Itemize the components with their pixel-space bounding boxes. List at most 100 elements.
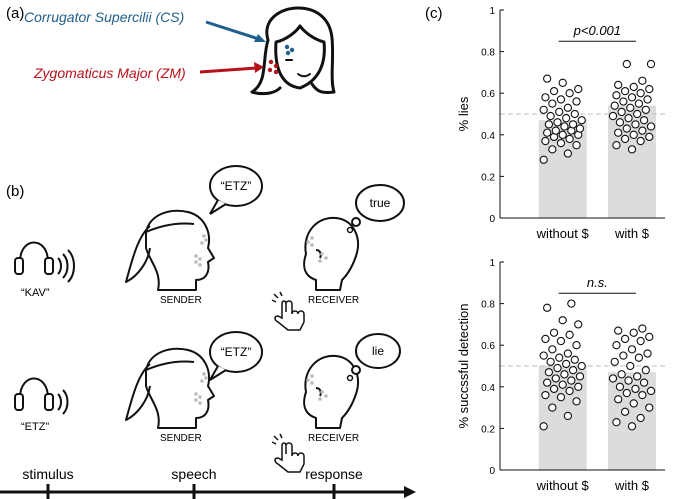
data-point bbox=[627, 422, 637, 431]
data-point bbox=[639, 378, 649, 387]
data-point bbox=[629, 399, 638, 408]
data-point bbox=[544, 120, 554, 129]
data-point bbox=[549, 86, 559, 96]
data-point bbox=[572, 397, 581, 406]
speech-bubble-text-1: “ETZ” bbox=[221, 179, 252, 193]
data-point bbox=[563, 411, 573, 421]
data-point bbox=[622, 59, 631, 69]
data-point bbox=[639, 116, 649, 125]
data-point bbox=[539, 422, 548, 431]
data-point bbox=[645, 84, 654, 94]
data-point bbox=[614, 395, 623, 404]
data-point bbox=[619, 351, 628, 360]
data-point bbox=[634, 353, 644, 362]
x-tick-label: without $ bbox=[536, 478, 590, 493]
thought-bubble-text-1: true bbox=[370, 196, 391, 210]
receiver-head-icon bbox=[303, 216, 359, 291]
receiver-electrodes bbox=[306, 374, 328, 401]
data-point bbox=[627, 145, 637, 154]
data-point bbox=[610, 101, 619, 110]
data-point bbox=[555, 353, 564, 362]
data-point bbox=[574, 84, 583, 94]
sender-label-1: SENDER bbox=[160, 295, 202, 306]
data-point bbox=[558, 78, 567, 87]
data-point bbox=[574, 382, 583, 391]
y-tick-label: 0.4 bbox=[481, 131, 495, 142]
data-point bbox=[539, 105, 548, 114]
data-point bbox=[622, 388, 631, 398]
speech-bubble-1 bbox=[209, 165, 263, 215]
data-point bbox=[615, 382, 625, 391]
data-point bbox=[556, 138, 566, 148]
data-point bbox=[546, 111, 555, 121]
stimulus-word-2: “ETZ” bbox=[21, 421, 49, 433]
data-point bbox=[539, 155, 548, 164]
data-point bbox=[572, 341, 581, 350]
data-point bbox=[555, 107, 564, 117]
data-point bbox=[646, 122, 656, 131]
data-point bbox=[617, 107, 626, 117]
data-point bbox=[548, 403, 557, 412]
data-point bbox=[645, 132, 654, 142]
data-point bbox=[563, 149, 573, 158]
headphones-icon bbox=[14, 241, 75, 283]
data-point bbox=[636, 336, 645, 346]
x-tick-label: with $ bbox=[614, 226, 650, 241]
data-point bbox=[638, 390, 647, 400]
y-tick-label: 0.8 bbox=[481, 48, 495, 59]
data-point bbox=[646, 386, 656, 396]
data-point bbox=[626, 361, 635, 371]
cs-electrode-dots bbox=[284, 44, 295, 56]
data-point bbox=[610, 357, 619, 366]
data-point bbox=[645, 332, 654, 342]
data-point bbox=[614, 326, 623, 335]
data-point bbox=[633, 109, 642, 119]
data-point bbox=[617, 370, 626, 379]
data-point bbox=[575, 372, 585, 381]
y-axis-label: % lies bbox=[456, 96, 471, 131]
data-point bbox=[620, 407, 630, 416]
data-point bbox=[629, 328, 638, 337]
stimulus-word-1: “KAV” bbox=[21, 287, 50, 299]
zm-muscle-label: Zygomaticus Major (ZM) bbox=[33, 65, 186, 81]
y-tick-label: 0.8 bbox=[481, 300, 495, 311]
data-point bbox=[556, 336, 566, 346]
y-tick-label: 0.4 bbox=[481, 383, 495, 394]
y-tick-label: 1 bbox=[489, 6, 495, 17]
significance-label: n.s. bbox=[587, 275, 608, 290]
data-point bbox=[612, 91, 621, 100]
data-point bbox=[543, 303, 552, 312]
data-point bbox=[629, 130, 638, 139]
data-point bbox=[572, 97, 581, 106]
data-point bbox=[608, 374, 618, 383]
x-tick-label: without $ bbox=[536, 226, 590, 241]
speech-bubble-2 bbox=[209, 331, 263, 381]
data-point bbox=[631, 120, 640, 129]
panel-a-label: (a) bbox=[6, 5, 24, 22]
data-point bbox=[575, 124, 585, 133]
sender-electrodes bbox=[194, 372, 208, 405]
data-point bbox=[636, 413, 645, 423]
data-point bbox=[608, 111, 618, 121]
data-point bbox=[614, 128, 623, 137]
data-point bbox=[567, 299, 576, 308]
data-point bbox=[560, 122, 569, 131]
data-point bbox=[646, 59, 656, 69]
data-point bbox=[615, 118, 625, 127]
data-point bbox=[556, 95, 566, 104]
timeline-label-response: response bbox=[305, 466, 363, 482]
receiver-label-2: RECEIVER bbox=[308, 433, 359, 444]
panel-c-label: (c) bbox=[425, 5, 443, 22]
data-point bbox=[634, 99, 644, 108]
data-point bbox=[568, 120, 578, 129]
data-point bbox=[543, 378, 552, 387]
y-tick-label: 0.6 bbox=[481, 341, 495, 352]
x-tick-label: with $ bbox=[614, 478, 650, 493]
zm-electrode-dots bbox=[267, 59, 279, 75]
data-point bbox=[560, 370, 569, 379]
data-point bbox=[544, 368, 554, 377]
y-tick-label: 0.2 bbox=[481, 424, 495, 435]
data-point bbox=[562, 359, 571, 369]
data-point bbox=[572, 141, 581, 150]
